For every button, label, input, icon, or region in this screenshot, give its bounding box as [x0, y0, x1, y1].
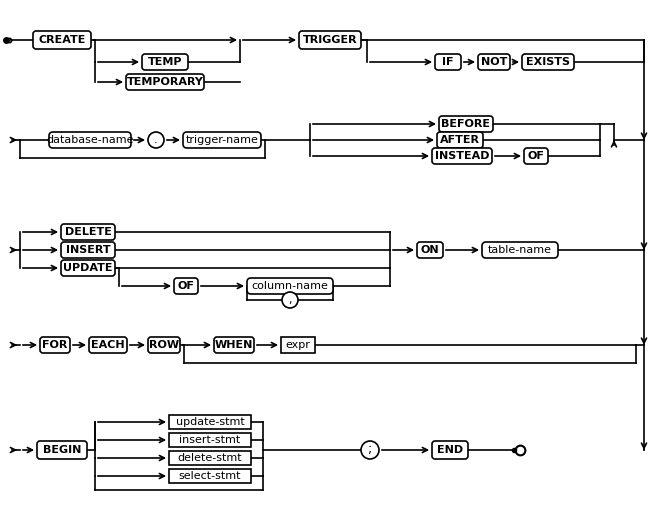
- Text: expr: expr: [285, 340, 310, 350]
- Text: INSTEAD: INSTEAD: [435, 151, 489, 161]
- FancyBboxPatch shape: [174, 278, 198, 294]
- Text: ON: ON: [420, 245, 440, 255]
- Text: EACH: EACH: [91, 340, 125, 350]
- Text: ,: ,: [288, 295, 292, 305]
- Text: trigger-name: trigger-name: [186, 135, 258, 145]
- Circle shape: [148, 132, 164, 148]
- FancyBboxPatch shape: [299, 31, 361, 49]
- FancyBboxPatch shape: [478, 54, 510, 70]
- Text: delete-stmt: delete-stmt: [178, 453, 242, 463]
- FancyBboxPatch shape: [432, 441, 468, 459]
- Text: INSERT: INSERT: [66, 245, 110, 255]
- Circle shape: [361, 441, 379, 459]
- Text: BEGIN: BEGIN: [43, 445, 81, 455]
- FancyBboxPatch shape: [432, 148, 492, 164]
- Text: TEMP: TEMP: [148, 57, 182, 67]
- Text: DELETE: DELETE: [64, 227, 112, 237]
- FancyBboxPatch shape: [89, 337, 127, 353]
- FancyBboxPatch shape: [142, 54, 188, 70]
- Text: WHEN: WHEN: [215, 340, 253, 350]
- Text: CREATE: CREATE: [38, 35, 86, 45]
- FancyBboxPatch shape: [183, 132, 261, 148]
- FancyBboxPatch shape: [522, 54, 574, 70]
- Text: AFTER: AFTER: [440, 135, 480, 145]
- FancyBboxPatch shape: [437, 132, 483, 148]
- Text: OF: OF: [527, 151, 544, 161]
- Text: select-stmt: select-stmt: [178, 471, 241, 481]
- Text: database-name: database-name: [47, 135, 134, 145]
- FancyBboxPatch shape: [148, 337, 180, 353]
- Text: IF: IF: [442, 57, 454, 67]
- Text: END: END: [437, 445, 463, 455]
- FancyBboxPatch shape: [61, 242, 115, 258]
- Text: EXISTS: EXISTS: [526, 57, 570, 67]
- FancyBboxPatch shape: [37, 441, 87, 459]
- Text: .: .: [154, 135, 158, 145]
- Text: BEFORE: BEFORE: [441, 119, 491, 129]
- FancyBboxPatch shape: [435, 54, 461, 70]
- Text: ROW: ROW: [149, 340, 179, 350]
- Circle shape: [282, 292, 298, 308]
- FancyBboxPatch shape: [169, 415, 251, 429]
- FancyBboxPatch shape: [214, 337, 254, 353]
- FancyBboxPatch shape: [169, 451, 251, 465]
- Text: OF: OF: [178, 281, 194, 291]
- Text: column-name: column-name: [251, 281, 329, 291]
- FancyBboxPatch shape: [33, 31, 91, 49]
- FancyBboxPatch shape: [417, 242, 443, 258]
- Text: UPDATE: UPDATE: [63, 263, 113, 273]
- FancyBboxPatch shape: [40, 337, 70, 353]
- Text: FOR: FOR: [43, 340, 68, 350]
- Text: update-stmt: update-stmt: [176, 417, 245, 427]
- Text: TRIGGER: TRIGGER: [302, 35, 358, 45]
- FancyBboxPatch shape: [169, 433, 251, 447]
- FancyBboxPatch shape: [524, 148, 548, 164]
- FancyBboxPatch shape: [49, 132, 131, 148]
- Text: TEMPORARY: TEMPORARY: [127, 77, 203, 87]
- FancyBboxPatch shape: [281, 337, 315, 353]
- FancyBboxPatch shape: [482, 242, 558, 258]
- Text: ;: ;: [368, 444, 372, 456]
- Text: NOT: NOT: [481, 57, 507, 67]
- FancyBboxPatch shape: [247, 278, 333, 294]
- FancyBboxPatch shape: [61, 224, 115, 240]
- Text: table-name: table-name: [488, 245, 552, 255]
- FancyBboxPatch shape: [439, 116, 493, 132]
- Text: insert-stmt: insert-stmt: [179, 435, 241, 445]
- FancyBboxPatch shape: [169, 469, 251, 483]
- FancyBboxPatch shape: [61, 260, 115, 276]
- FancyBboxPatch shape: [126, 74, 204, 90]
